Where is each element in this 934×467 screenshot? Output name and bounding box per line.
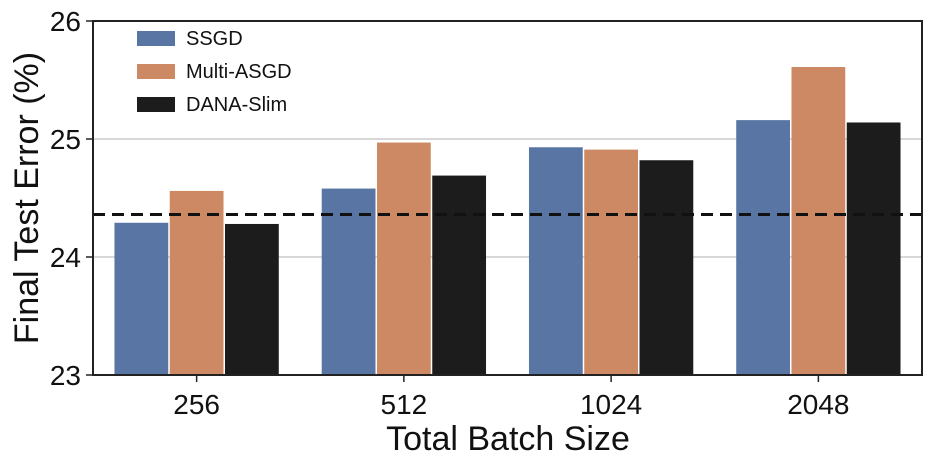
legend: SSGD Multi-ASGD DANA-Slim bbox=[137, 28, 292, 116]
legend-label: Multi-ASGD bbox=[186, 61, 292, 83]
y-tick-label: 25 bbox=[50, 124, 81, 155]
x-axis-title: Total Batch Size bbox=[386, 420, 630, 458]
bar-multi-asgd-512 bbox=[376, 142, 431, 375]
y-axis-ticks: 23 24 25 26 bbox=[50, 6, 93, 391]
legend-swatch bbox=[137, 64, 175, 79]
bar-multi-asgd-256 bbox=[169, 190, 224, 375]
x-tick-label: 2048 bbox=[787, 389, 849, 420]
bar-dana-slim-256 bbox=[225, 223, 279, 375]
bar-ssgd-2048 bbox=[736, 120, 790, 376]
bar-multi-asgd-1024 bbox=[584, 149, 639, 375]
bar-ssgd-256 bbox=[114, 222, 169, 375]
legend-label: DANA-Slim bbox=[186, 94, 287, 116]
y-tick-label: 24 bbox=[50, 242, 81, 273]
y-axis-title: Final Test Error (%) bbox=[8, 52, 46, 344]
bar-dana-slim-1024 bbox=[639, 160, 694, 375]
bars bbox=[114, 67, 901, 376]
bar-ssgd-512 bbox=[321, 188, 376, 375]
legend-swatch bbox=[137, 31, 175, 46]
plot-frame bbox=[92, 20, 923, 376]
bar-dana-slim-512 bbox=[432, 175, 487, 375]
x-tick-label: 512 bbox=[381, 389, 428, 420]
y-tick-label: 23 bbox=[50, 360, 81, 391]
x-axis-ticks: 256 512 1024 2048 bbox=[173, 375, 850, 420]
x-tick-label: 1024 bbox=[580, 389, 642, 420]
x-tick-label: 256 bbox=[173, 389, 220, 420]
bar-multi-asgd-2048 bbox=[791, 67, 846, 376]
legend-swatch bbox=[137, 97, 175, 112]
y-tick-label: 26 bbox=[50, 6, 81, 37]
legend-label: SSGD bbox=[186, 28, 243, 50]
bar-dana-slim-2048 bbox=[846, 122, 901, 375]
bar-ssgd-1024 bbox=[528, 147, 583, 375]
